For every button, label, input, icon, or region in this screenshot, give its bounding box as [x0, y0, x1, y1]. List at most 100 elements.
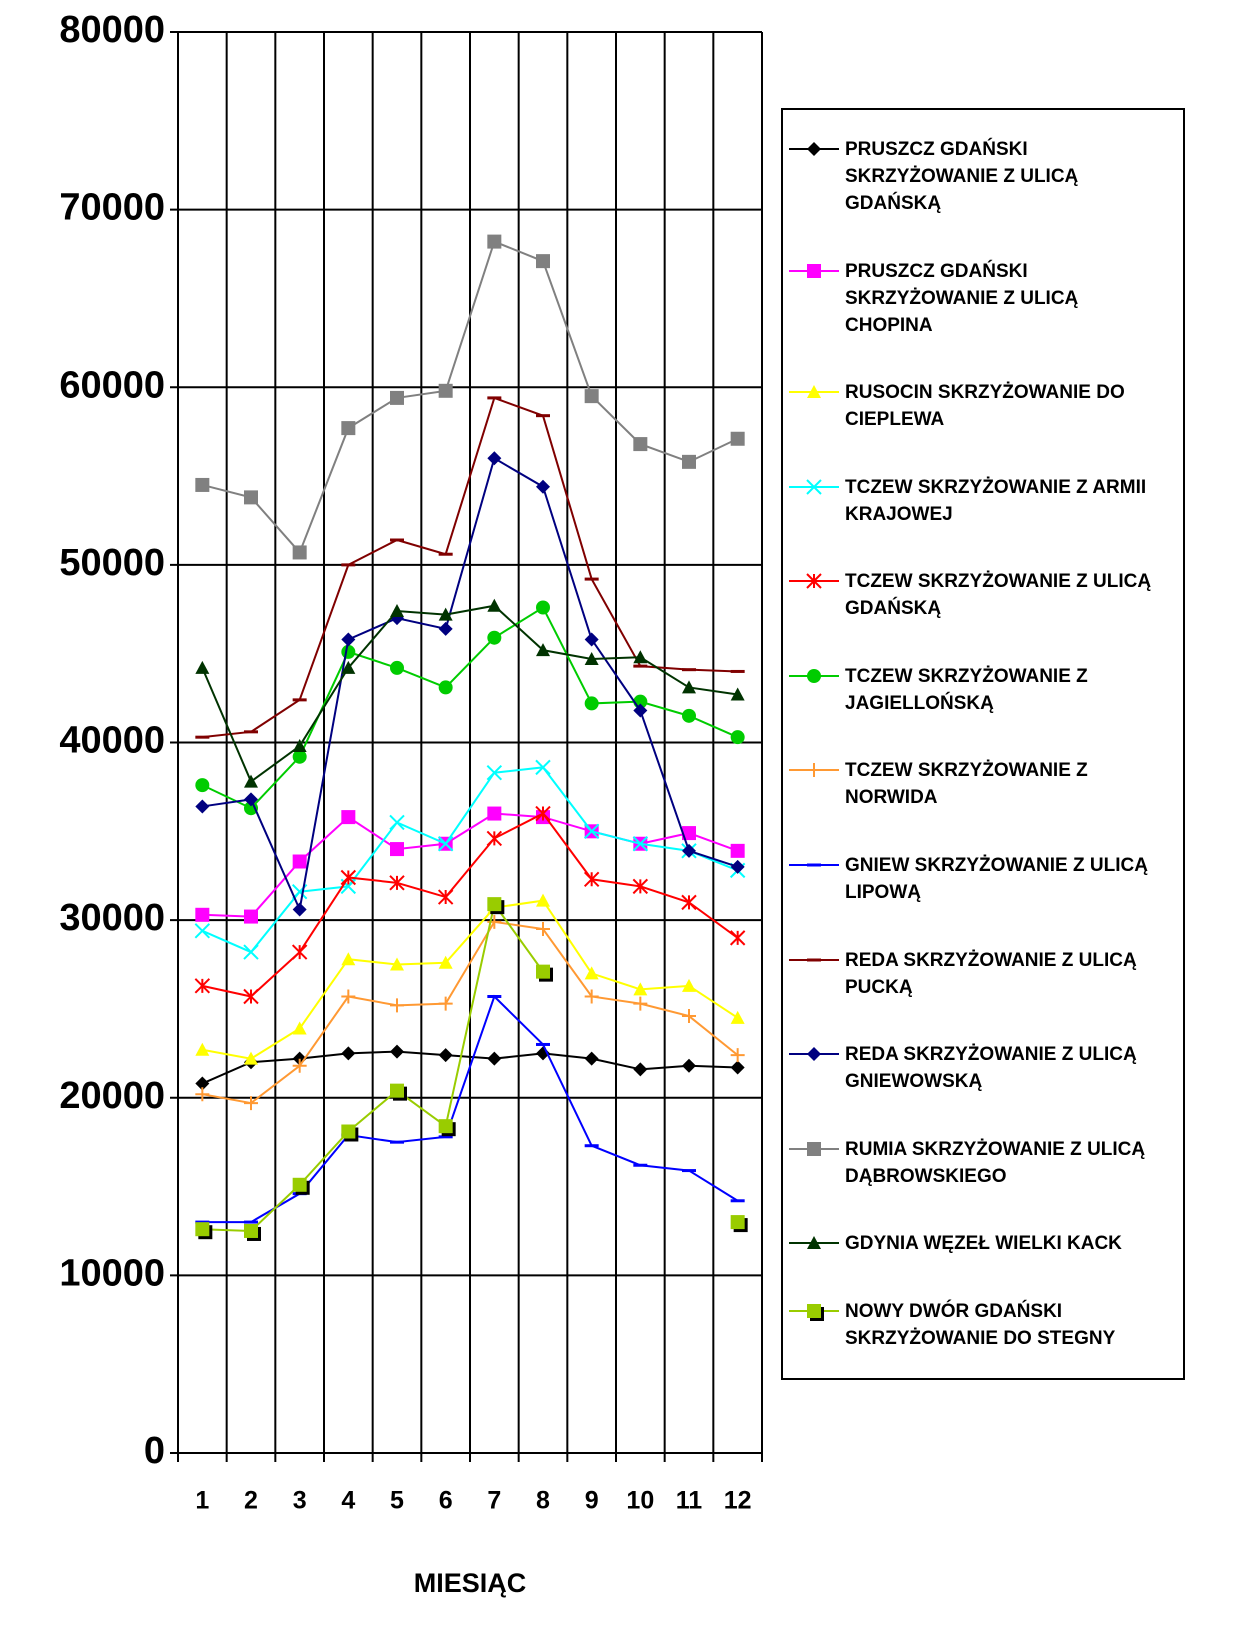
y-tick-label: 80000 — [59, 9, 165, 51]
series-markers — [195, 396, 745, 739]
marker — [730, 859, 745, 874]
marker — [244, 490, 258, 505]
y-tick-label: 0 — [144, 1430, 165, 1472]
marker — [341, 421, 356, 436]
x-tick-label: 8 — [536, 1487, 550, 1515]
x-tick-label: 3 — [293, 1487, 307, 1515]
marker — [292, 1058, 307, 1073]
marker — [633, 650, 648, 664]
marker — [807, 263, 821, 278]
series-line — [202, 920, 739, 1105]
y-tick-label: 20000 — [59, 1075, 165, 1117]
y-tick-label: 30000 — [59, 897, 165, 939]
legend-entry: TCZEW SKRZYŻOWANIE Z ARMII KRAJOWEJ — [783, 474, 1183, 528]
y-tick-label: 60000 — [59, 364, 165, 406]
marker — [341, 632, 356, 647]
legend-swatch — [789, 385, 839, 399]
marker — [243, 988, 259, 1005]
marker — [195, 477, 210, 492]
legend-swatch — [789, 1141, 839, 1156]
marker — [682, 708, 696, 723]
series-markers — [195, 914, 745, 1111]
legend-swatch — [789, 863, 839, 867]
legend-entry: PRUSZCZ GDAŃSKI SKRZYŻOWANIE Z ULICĄ GDA… — [783, 136, 1183, 217]
marker — [194, 978, 211, 994]
marker — [730, 730, 745, 745]
marker — [244, 792, 258, 807]
series-line — [202, 899, 739, 1060]
marker — [682, 843, 696, 858]
marker — [292, 1021, 307, 1035]
marker — [341, 1124, 356, 1139]
marker — [584, 696, 599, 711]
marker — [681, 894, 697, 911]
legend-swatch — [789, 142, 839, 157]
marker — [292, 902, 307, 917]
marker — [438, 621, 453, 636]
marker — [682, 1058, 696, 1073]
marker — [195, 1087, 210, 1102]
marker — [341, 952, 356, 966]
legend-label: REDA SKRZYŻOWANIE Z ULICĄ GNIEWOWSKĄ — [845, 1044, 1137, 1093]
marker — [438, 1048, 453, 1063]
marker — [536, 964, 550, 979]
marker — [807, 385, 821, 399]
marker — [244, 1051, 258, 1065]
x-tick-label: 2 — [244, 1487, 258, 1515]
marker — [682, 454, 696, 469]
x-tick-label: 5 — [390, 1487, 404, 1515]
legend-label: GNIEW SKRZYŻOWANIE Z ULICĄ LIPOWĄ — [845, 854, 1148, 903]
series-line — [202, 240, 739, 555]
legend-swatch — [789, 1047, 839, 1062]
marker — [438, 955, 453, 969]
legend-swatch — [789, 1236, 839, 1250]
marker — [807, 1141, 821, 1156]
marker — [584, 632, 599, 647]
marker — [583, 871, 600, 887]
legend-swatch — [789, 573, 839, 590]
legend-entry: RUSOCIN SKRZYŻOWANIE DO CIEPLEWA — [783, 379, 1183, 433]
marker — [807, 668, 821, 683]
marker — [341, 660, 356, 674]
y-tick-label: 40000 — [59, 720, 165, 762]
marker — [389, 814, 405, 831]
marker — [807, 763, 821, 778]
marker — [730, 843, 745, 858]
marker — [390, 390, 404, 405]
marker — [536, 254, 550, 269]
legend-entry: TCZEW SKRZYŻOWANIE Z JAGIELLOŃSKĄ — [783, 663, 1183, 717]
legend-swatch — [789, 958, 839, 962]
legend-label: RUSOCIN SKRZYŻOWANIE DO CIEPLEWA — [845, 382, 1125, 431]
marker — [341, 810, 356, 825]
marker — [807, 1047, 821, 1062]
marker — [584, 989, 599, 1004]
series-line — [202, 396, 738, 739]
marker — [682, 826, 696, 841]
marker — [584, 652, 599, 666]
marker — [730, 687, 745, 701]
marker — [682, 978, 696, 992]
series-line — [202, 812, 739, 998]
series-line — [202, 994, 739, 1224]
marker — [807, 1303, 821, 1318]
marker — [292, 1177, 307, 1192]
marker — [632, 878, 649, 895]
marker — [806, 479, 822, 495]
marker — [195, 907, 210, 922]
legend-swatch — [789, 263, 839, 278]
series-line — [201, 1050, 738, 1085]
legend-label: RUMIA SKRZYŻOWANIE Z ULICĄ DĄBROWSKIEGO — [845, 1138, 1146, 1187]
marker — [195, 1042, 210, 1056]
marker — [390, 957, 404, 971]
series-line — [201, 766, 739, 954]
series-markers — [194, 805, 746, 1005]
marker — [806, 573, 822, 590]
legend-label: GDYNIA WĘZEŁ WIELKI KACK — [845, 1233, 1122, 1255]
legend-label: TCZEW SKRZYŻOWANIE Z ULICĄ GDAŃSKĄ — [845, 571, 1152, 620]
marker — [487, 806, 502, 821]
x-tick-label: 9 — [585, 1487, 599, 1515]
marker — [292, 749, 307, 764]
series-markers — [195, 897, 748, 1241]
